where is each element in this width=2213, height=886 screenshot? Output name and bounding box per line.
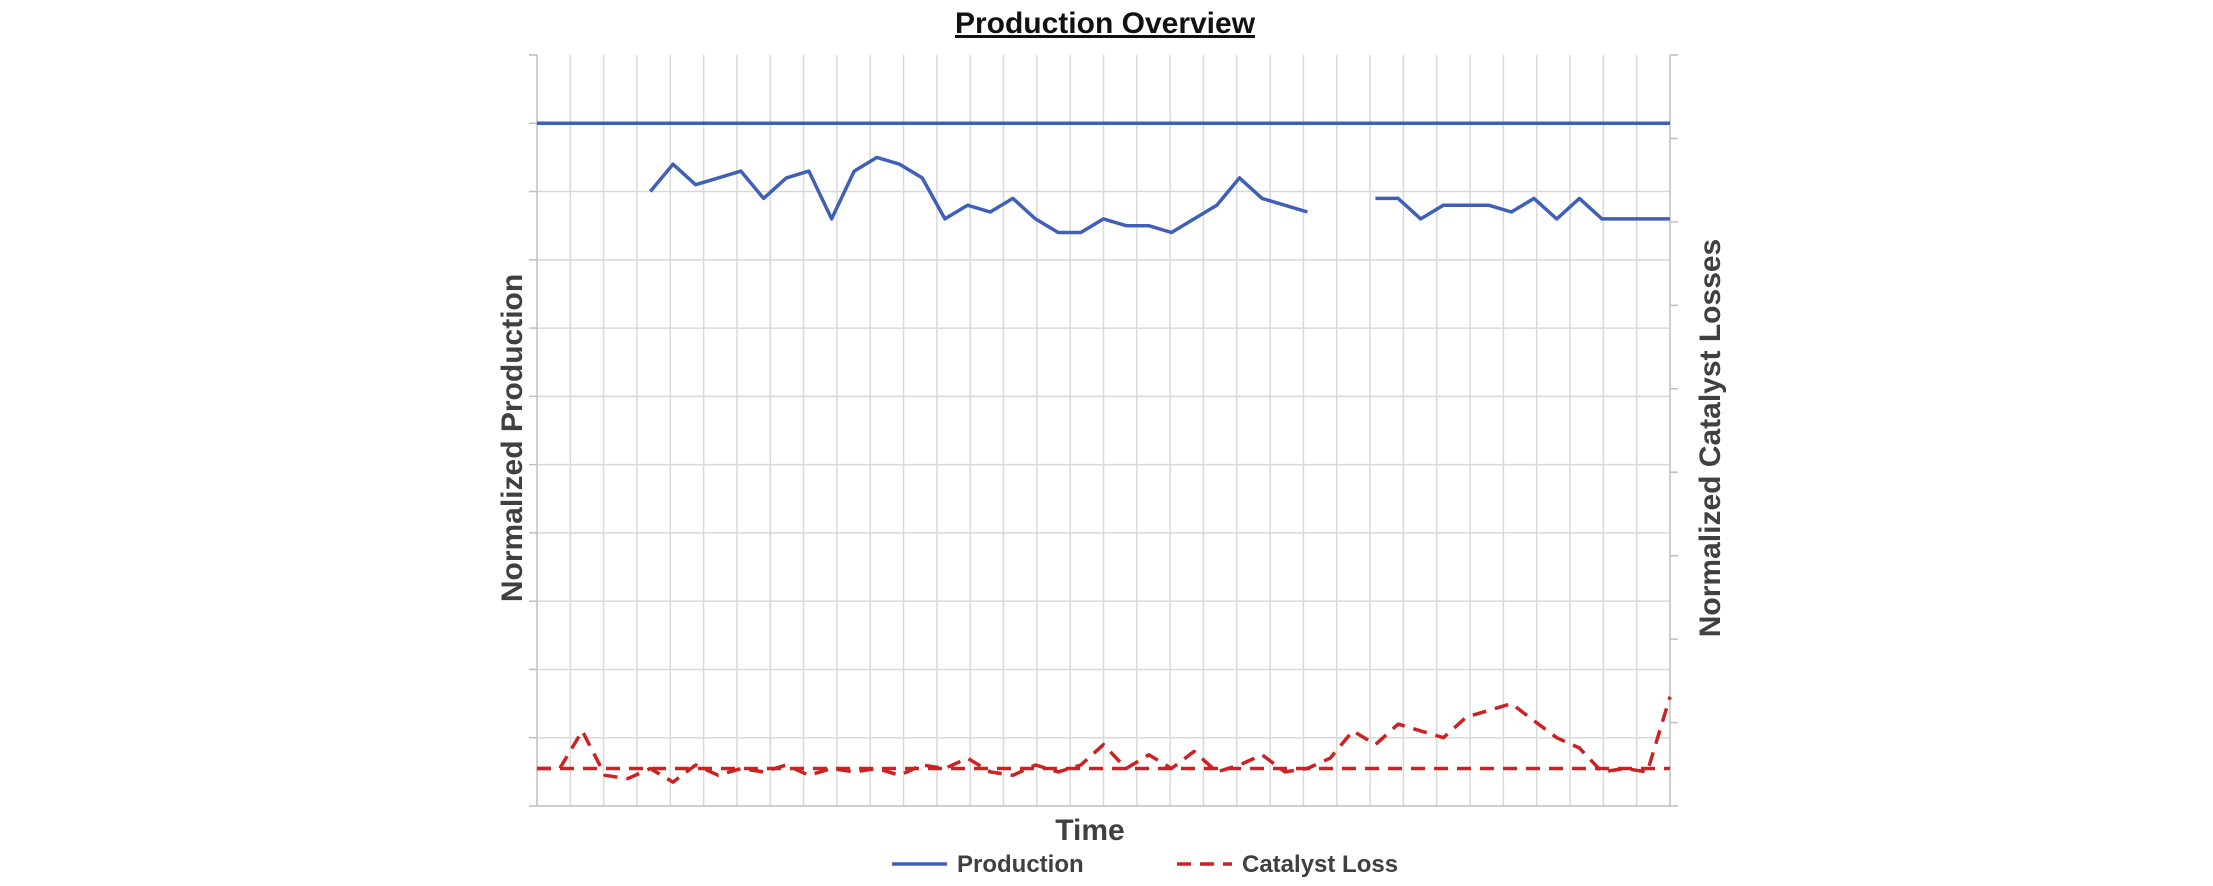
series-line-catalyst-loss	[537, 696, 1672, 784]
legend-label-production: Production	[957, 851, 1084, 878]
grid	[537, 55, 1670, 806]
x-axis-label: Time	[1055, 814, 1124, 847]
series-line-production	[648, 155, 1670, 235]
chart-title: Production Overview	[955, 7, 1256, 40]
legend-label-catalyst-loss: Catalyst Loss	[1242, 851, 1398, 878]
y2-axis-label: Normalized Catalyst Losses	[1694, 239, 1727, 637]
series-layer	[537, 121, 1672, 784]
legend: Production Catalyst Loss	[892, 851, 1398, 878]
y-axis-label: Normalized Production	[496, 274, 529, 602]
axes	[529, 54, 1678, 807]
